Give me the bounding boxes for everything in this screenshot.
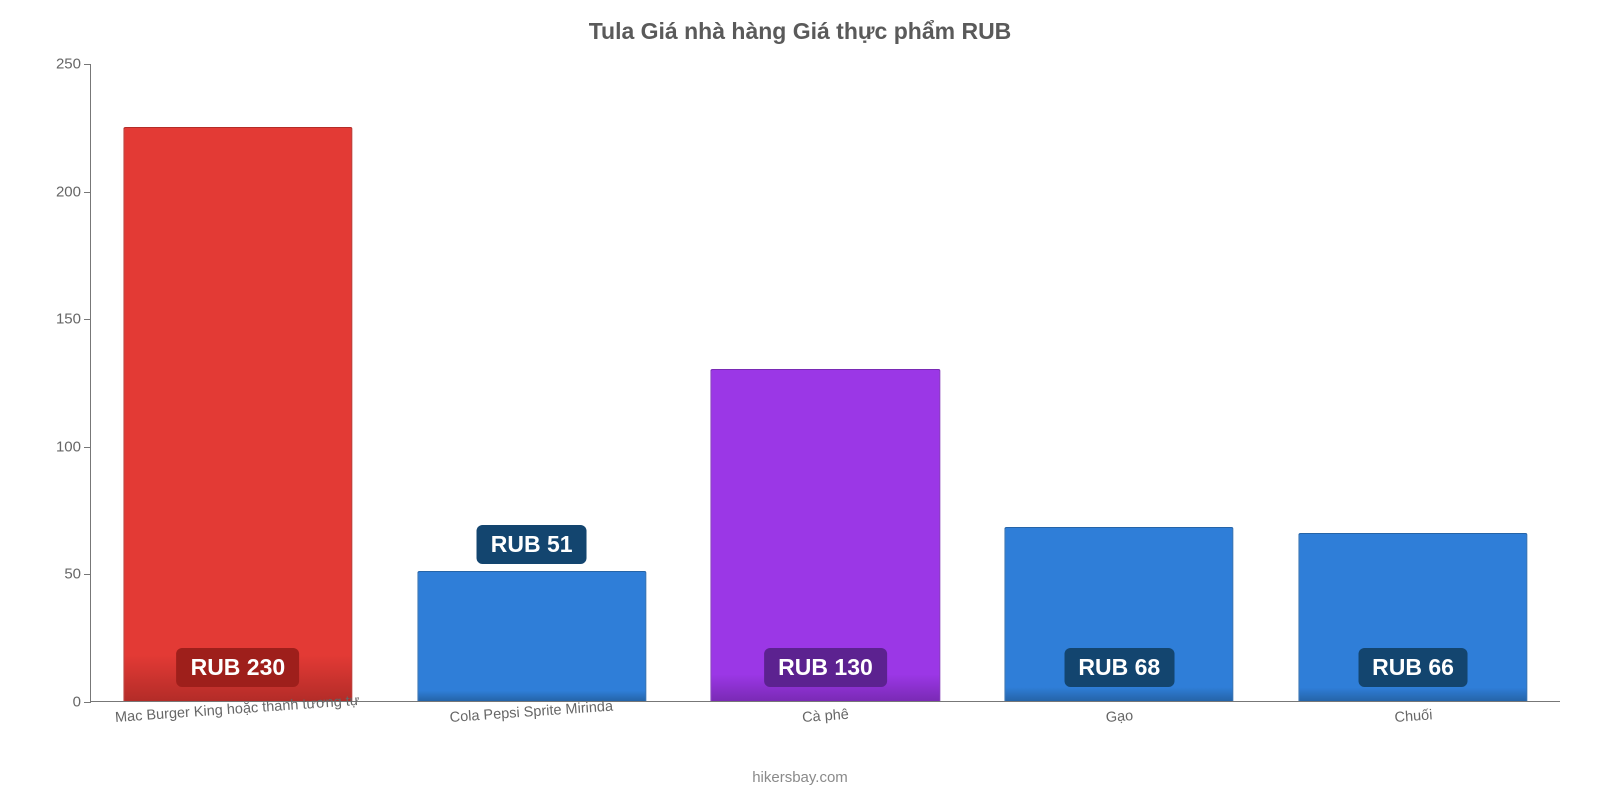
bar: RUB 130 <box>711 369 940 701</box>
value-badge: RUB 51 <box>477 525 587 564</box>
y-tick-mark <box>84 702 91 703</box>
value-badge: RUB 68 <box>1064 648 1174 687</box>
bar-slot: RUB 68 <box>972 64 1266 701</box>
y-tick-mark <box>84 447 91 448</box>
x-axis-label: Cola Pepsi Sprite Mirinda <box>449 699 613 726</box>
x-axis-label: Chuối <box>1394 707 1433 726</box>
bar: RUB 66 <box>1299 533 1528 701</box>
plot-area: RUB 230RUB 51RUB 130RUB 68RUB 66 0501001… <box>90 64 1560 702</box>
bar-slot: RUB 66 <box>1266 64 1560 701</box>
bar: RUB 51 <box>417 571 646 701</box>
x-axis-label: Cà phê <box>802 707 850 726</box>
y-tick-mark <box>84 64 91 65</box>
value-badge: RUB 230 <box>177 648 300 687</box>
bar: RUB 230 <box>123 127 352 701</box>
bar-slot: RUB 51 <box>385 64 679 701</box>
y-tick-mark <box>84 192 91 193</box>
bar-chart: Tula Giá nhà hàng Giá thực phẩm RUB RUB … <box>0 0 1600 800</box>
bars-container: RUB 230 RUB 51 RUB 130 RUB 68 RUB 66 <box>91 64 1560 701</box>
bar-slot: RUB 230 <box>91 64 385 701</box>
y-tick-mark <box>84 574 91 575</box>
bar-slot: RUB 130 <box>679 64 973 701</box>
value-badge: RUB 66 <box>1358 648 1468 687</box>
y-tick-mark <box>84 319 91 320</box>
value-badge: RUB 130 <box>764 648 887 687</box>
x-axis-label: Gạo <box>1105 708 1133 726</box>
bar: RUB 68 <box>1005 527 1234 701</box>
credit-text: hikersbay.com <box>752 769 848 786</box>
chart-title: Tula Giá nhà hàng Giá thực phẩm RUB <box>0 0 1600 45</box>
